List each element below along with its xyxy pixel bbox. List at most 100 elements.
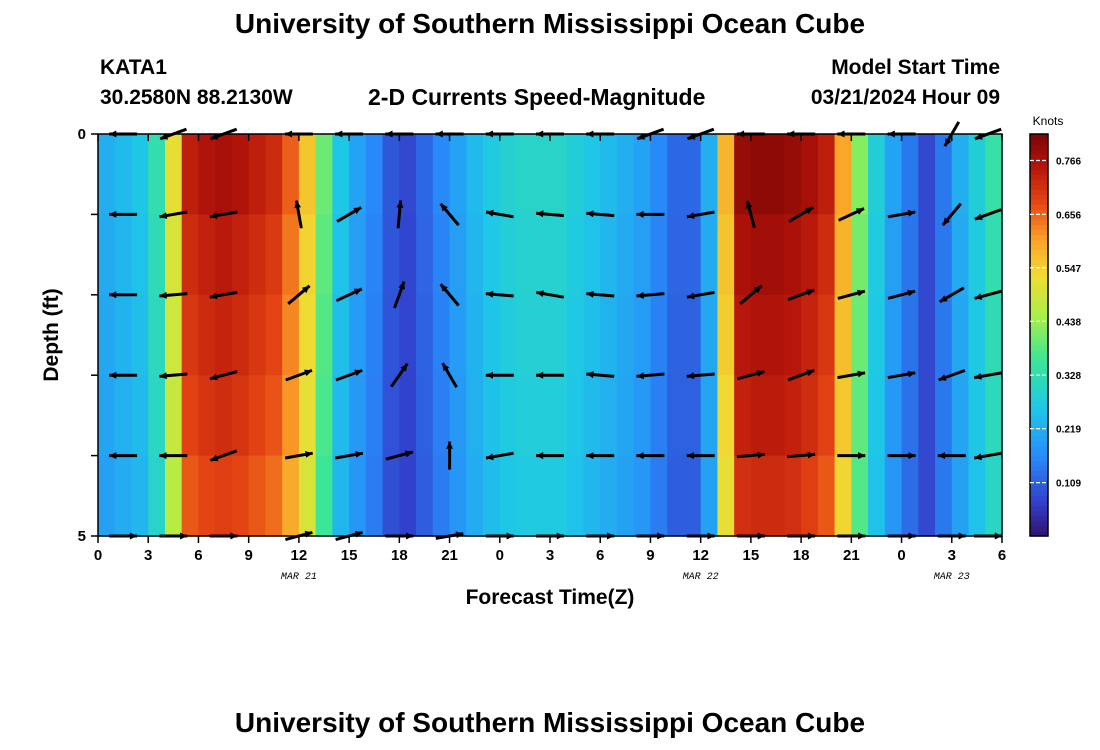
heatmap-cell [834, 375, 852, 457]
heatmap-cell [935, 214, 953, 296]
current-vector [159, 372, 188, 380]
heatmap-cell [817, 294, 836, 376]
heatmap-cell [817, 455, 836, 537]
heatmap-cell [985, 455, 1003, 537]
heatmap-cell [801, 134, 819, 215]
colorbar-segment [1030, 224, 1048, 231]
heatmap-cell [483, 134, 501, 215]
heatmap-cell [131, 214, 149, 296]
current-vector [335, 368, 363, 382]
colorbar-segment [1030, 314, 1048, 321]
x-tick-label: 15 [341, 547, 358, 564]
heatmap-cell [784, 294, 802, 376]
colorbar-segment [1030, 144, 1048, 150]
heatmap-cell [282, 455, 300, 537]
heatmap-cell [935, 375, 953, 457]
colorbar-segment [1030, 174, 1048, 180]
heatmap-cell [181, 294, 200, 376]
heatmap-cell [483, 214, 501, 296]
current-vector [636, 452, 665, 460]
heatmap-cell [131, 294, 149, 376]
heatmap-cell [918, 455, 936, 537]
heatmap-cell [248, 294, 267, 376]
current-vector [441, 362, 458, 389]
colorbar-segment [1030, 440, 1048, 447]
colorbar-segment [1030, 500, 1048, 507]
current-vector [159, 210, 188, 219]
x-tick-label: 3 [546, 547, 554, 564]
colorbar-segment [1030, 169, 1048, 175]
heatmap-cell [382, 294, 400, 376]
heatmap-cell [349, 455, 367, 537]
x-tick-label: 12 [692, 547, 709, 564]
current-vector [159, 291, 188, 299]
heatmap-cell [801, 294, 819, 376]
colorbar-segment [1030, 510, 1048, 517]
heatmap-cell [248, 134, 267, 215]
heatmap-cell [449, 134, 467, 215]
heatmap-cell [432, 455, 451, 537]
colorbar-segment [1030, 400, 1048, 406]
colorbar-segment [1030, 365, 1048, 371]
x-tick-label: 9 [244, 547, 252, 564]
heatmap-cell [750, 214, 769, 296]
heatmap-cell [667, 214, 685, 296]
heatmap-cell [901, 214, 919, 296]
heatmap-cell [265, 294, 283, 376]
heatmap-cell [231, 134, 250, 215]
heatmap-cell [935, 455, 953, 537]
heatmap-cell [600, 375, 618, 457]
heatmap-cell [851, 134, 869, 215]
colorbar-segment [1030, 340, 1048, 346]
heatmap-cell [985, 214, 1003, 296]
heatmap-cell [951, 294, 970, 376]
x-tick-label: 6 [596, 547, 604, 564]
heatmap-cell [248, 214, 267, 296]
current-vector [636, 372, 665, 380]
date-label: MAR 21 [281, 572, 317, 583]
heatmap-cell [349, 294, 367, 376]
heatmap-cell [416, 214, 434, 296]
heatmap-cell [315, 375, 333, 457]
x-tick-label: 0 [897, 547, 905, 564]
heatmap-cell [164, 375, 183, 457]
current-vector [686, 372, 715, 380]
colorbar-segment [1030, 475, 1048, 482]
heatmap-cell [399, 214, 417, 296]
heatmap-cell [951, 375, 970, 457]
heatmap-cell [834, 134, 852, 215]
heatmap-cell [868, 455, 886, 537]
heatmap-cell [466, 134, 484, 215]
heatmap-cell [98, 294, 116, 376]
current-vector [973, 451, 1003, 461]
heatmap-cell [616, 214, 635, 296]
heatmap-cell [650, 294, 668, 376]
heatmap-cell [884, 375, 903, 457]
heatmap-cell [550, 134, 568, 215]
current-vector [485, 209, 514, 219]
heatmap-cell [533, 455, 551, 537]
heatmap-cell [935, 134, 953, 215]
colorbar-segment [1030, 345, 1048, 351]
current-vector [209, 290, 238, 300]
heatmap-cell [734, 134, 752, 215]
heatmap-cell [985, 375, 1003, 457]
heatmap-cell [98, 214, 116, 296]
heatmap-cell [633, 455, 652, 537]
colorbar-segment [1030, 420, 1048, 427]
heatmap-cell [884, 455, 903, 537]
heatmap-cell [884, 214, 903, 296]
heatmap-cell [399, 455, 417, 537]
heatmap-cell [248, 375, 267, 457]
heatmap-cell [750, 375, 769, 457]
colorbar-segment [1030, 304, 1048, 311]
heatmap-cell [516, 375, 534, 457]
colorbar-segment [1030, 520, 1048, 527]
colorbar-segment [1030, 525, 1048, 532]
current-vector [887, 452, 916, 460]
heatmap-cell [901, 455, 919, 537]
current-vector [887, 289, 916, 300]
heatmap-cell [600, 134, 618, 215]
heatmap-cell [918, 294, 936, 376]
heatmap-cell [750, 294, 769, 376]
